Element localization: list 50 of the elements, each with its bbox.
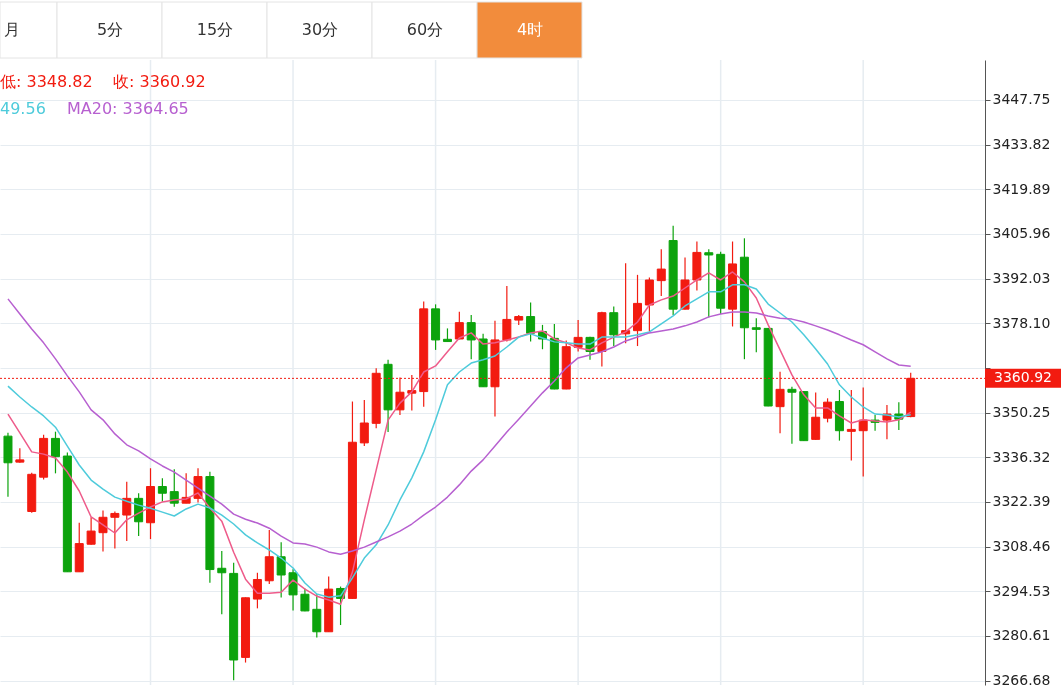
candlestick (454, 311, 464, 340)
ref-line-label: 3360.92 (994, 369, 1052, 386)
candlestick (609, 306, 619, 347)
text: 月 (4, 20, 20, 39)
candlestick (300, 587, 310, 612)
y-tick-label: 3280.61 (992, 627, 1051, 644)
candlestick (122, 481, 132, 542)
candlestick (787, 386, 797, 445)
candlestick (157, 477, 167, 503)
candlestick (751, 317, 761, 353)
y-tick-label: 3322.39 (992, 493, 1051, 510)
candlestick (811, 391, 821, 441)
candlestick (288, 568, 298, 612)
y-tick-label: 3378.10 (992, 314, 1051, 331)
annotation: 收: 3360.92 (113, 72, 206, 91)
annotation: MA20: 3364.65 (67, 99, 189, 118)
candlestick (169, 468, 179, 508)
candlestick (98, 509, 108, 553)
candlestick (359, 399, 369, 447)
candlestick (823, 397, 833, 423)
candlestick (252, 572, 262, 609)
y-tick-label: 3266.68 (992, 672, 1051, 689)
candlestick (526, 301, 536, 343)
y-tick-label: 3405.96 (992, 225, 1051, 242)
candlestick (846, 389, 856, 462)
y-tick-label: 3447.75 (992, 91, 1051, 108)
y-tick-label: 3308.46 (992, 538, 1051, 555)
text: 4时 (516, 20, 544, 39)
y-tick-label: 3350.25 (992, 404, 1051, 421)
candlestick (502, 285, 512, 343)
y-tick-label: 3336.32 (992, 448, 1051, 465)
candlestick (704, 248, 714, 319)
candlestick (217, 550, 227, 615)
candlestick (86, 516, 96, 546)
annotation: 低: 3348.82 (0, 72, 93, 91)
candlestick (276, 541, 286, 599)
text: 15分 (196, 20, 234, 39)
candlestick (466, 314, 476, 360)
y-tick-label: 3294.53 (992, 582, 1051, 599)
candlestick (656, 248, 666, 297)
text: 60分 (406, 20, 444, 39)
candlestick (50, 431, 60, 474)
text: 30分 (301, 20, 339, 39)
line-series (7, 298, 912, 555)
candlestick (110, 510, 120, 549)
y-tick-label: 3392.03 (992, 270, 1051, 287)
y-tick-label: 3419.89 (992, 180, 1051, 197)
y-tick-label: 3433.82 (992, 136, 1051, 153)
text: 5分 (96, 20, 124, 39)
annotation: 49.56 (0, 99, 46, 118)
